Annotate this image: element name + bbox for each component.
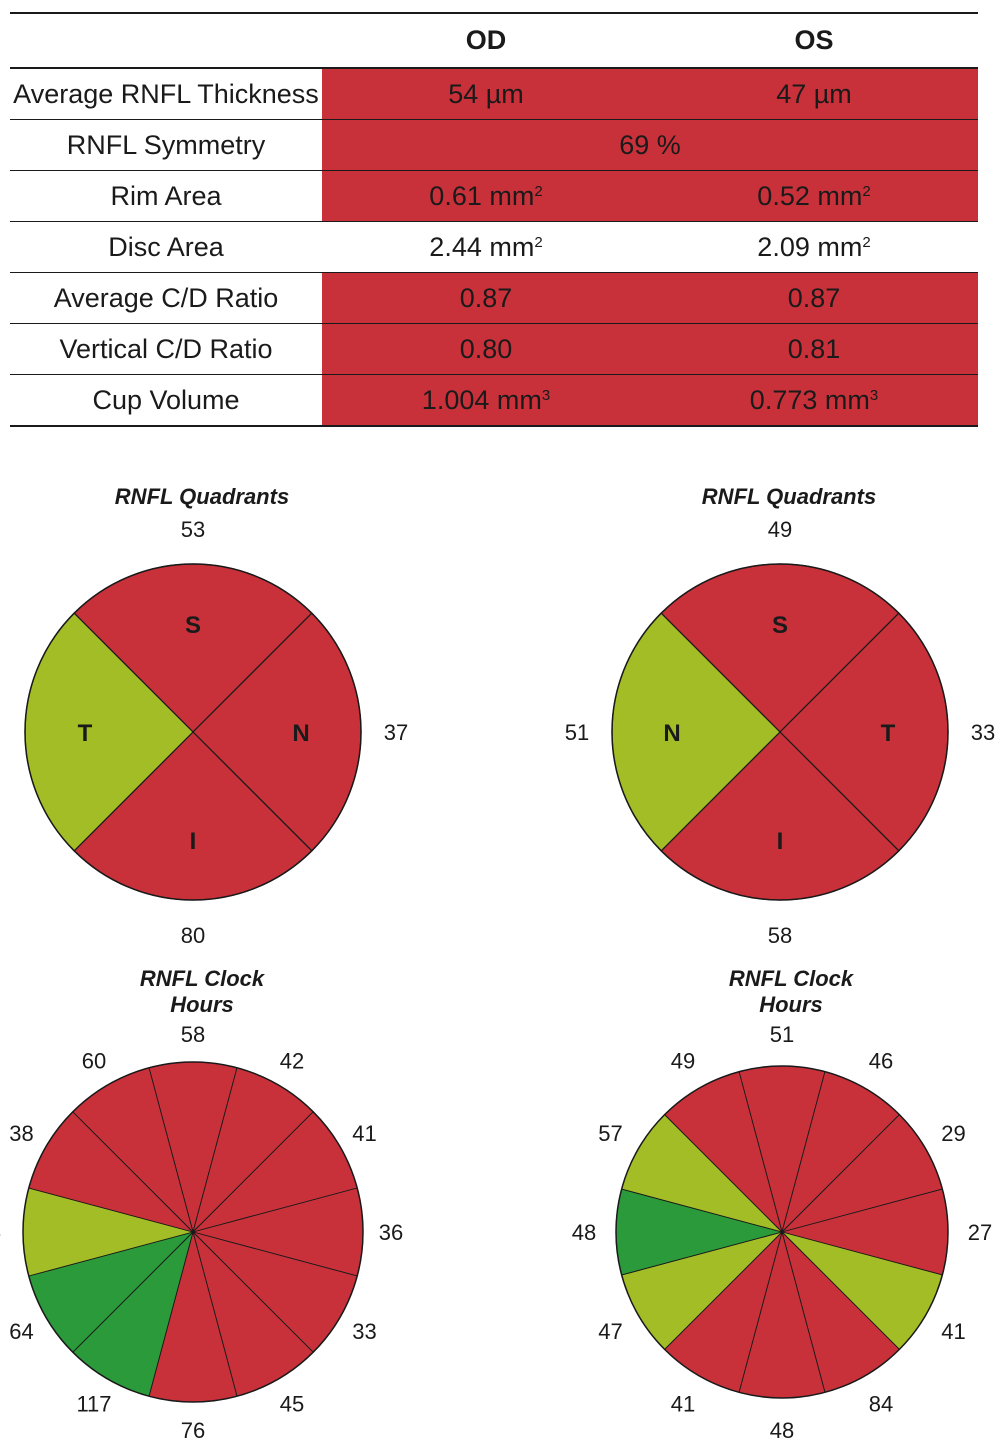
value-label-i: 80: [181, 923, 205, 948]
row-label: Cup Volume: [10, 374, 322, 427]
os-value-text: 2.09 mm: [757, 231, 863, 262]
os-value-text: 0.773 mm: [749, 384, 870, 415]
value-label-s: 53: [181, 517, 205, 542]
row-label: Disc Area: [10, 221, 322, 273]
quadrant-letter-t: T: [78, 720, 93, 747]
od-value: 1.004 mm3: [322, 374, 650, 427]
os-value: 47 µm: [650, 68, 978, 120]
value-label-6: 76: [181, 1418, 205, 1443]
os-value: 0.87: [650, 272, 978, 324]
value-label-1: 46: [869, 1049, 893, 1074]
od-value: 0.87: [322, 272, 650, 324]
value-label-n: 37: [384, 720, 408, 745]
chart-od-rnfl-quadrants: RNFL Quadrants53S37N80I6T: [24, 484, 408, 948]
chart-outline: [22, 1061, 364, 1403]
value-label-7: 117: [76, 1392, 111, 1417]
value-label-5: 84: [869, 1392, 893, 1417]
value-label-11: 49: [671, 1049, 695, 1074]
quadrant-letter-t: T: [881, 720, 896, 747]
value-label-12: 58: [181, 1022, 205, 1047]
od-value-text: 1.004 mm: [421, 384, 542, 415]
row-label: Rim Area: [10, 170, 322, 222]
row-label: Average C/D Ratio: [10, 272, 322, 324]
value-label-5: 45: [280, 1392, 304, 1417]
chart-title: RNFL Clock: [729, 966, 855, 991]
table-row: RNFL Symmetry 69 %: [10, 119, 978, 171]
od-value: 54 µm: [322, 68, 650, 120]
value-label-8: 47: [598, 1319, 622, 1344]
value-label-3: 27: [968, 1220, 992, 1245]
quadrant-letter-s: S: [185, 612, 201, 639]
unit-exponent: 2: [862, 182, 871, 200]
value-label-t: 33: [971, 720, 995, 745]
od-value-text: 0.61 mm: [429, 180, 535, 211]
od-value: 2.44 mm2: [322, 221, 650, 273]
chart-title: Hours: [759, 992, 823, 1017]
os-value: 0.773 mm3: [650, 374, 978, 427]
value-label-12: 51: [770, 1022, 794, 1047]
od-value: 0.61 mm2: [322, 170, 650, 222]
chart-outline: [615, 1065, 949, 1399]
row-label: Vertical C/D Ratio: [10, 323, 322, 375]
header-od: OD: [322, 12, 650, 69]
quadrant-letter-s: S: [772, 612, 788, 639]
quadrant-letter-n: N: [663, 720, 680, 747]
os-value-text: 0.52 mm: [757, 180, 863, 211]
quadrant-letter-n: N: [292, 720, 309, 747]
value-label-s: 49: [768, 517, 792, 542]
table-row: Average C/D Ratio 0.87 0.87: [10, 272, 978, 324]
value-label-9: 48: [572, 1220, 596, 1245]
table-row: Rim Area 0.61 mm2 0.52 mm2: [10, 170, 978, 222]
value-label-8: 64: [9, 1319, 33, 1344]
unit-exponent: 2: [534, 233, 543, 251]
unit-exponent: 2: [862, 233, 871, 251]
value-label-1: 42: [280, 1049, 304, 1074]
value-label-i: 58: [768, 923, 792, 948]
unit-exponent: 3: [541, 386, 551, 404]
value-label-4: 41: [941, 1319, 965, 1344]
value-label-7: 41: [671, 1392, 695, 1417]
os-value: 2.09 mm2: [650, 221, 978, 273]
header-blank: [10, 12, 322, 69]
quadrant-letter-i: I: [777, 828, 784, 855]
chart-os-rnfl-quadrants: RNFL Quadrants 49 S 33 T 58 I 51 N: [565, 484, 995, 948]
value-label-10: 57: [598, 1121, 622, 1146]
table-header-row: OD OS: [10, 12, 978, 69]
quadrant-letter-i: I: [190, 828, 197, 855]
chart-title: RNFL Quadrants: [702, 484, 876, 509]
unit-exponent: 3: [869, 386, 879, 404]
os-value: 0.52 mm2: [650, 170, 978, 222]
unit-exponent: 2: [534, 182, 543, 200]
table-row: Cup Volume 1.004 mm3 0.773 mm3: [10, 374, 978, 427]
chart-title: RNFL Clock: [140, 966, 266, 991]
value-label-6: 48: [770, 1418, 794, 1443]
symmetry-value: 69 %: [322, 119, 978, 171]
chart-title: Hours: [170, 992, 234, 1017]
value-label-2: 41: [352, 1121, 376, 1146]
value-label-10: 38: [9, 1121, 33, 1146]
value-label-3: 36: [379, 1220, 403, 1245]
value-label-11: 60: [82, 1049, 106, 1074]
chart-outline: [24, 563, 362, 901]
value-label-4: 33: [352, 1319, 376, 1344]
os-value: 0.81: [650, 323, 978, 375]
table-row: Average RNFL Thickness 54 µm 47 µm: [10, 68, 978, 120]
row-label: RNFL Symmetry: [10, 119, 322, 171]
value-label-n: 51: [565, 720, 589, 745]
table-row: Vertical C/D Ratio 0.80 0.81: [10, 323, 978, 375]
header-os: OS: [650, 12, 978, 69]
value-label-2: 29: [941, 1121, 965, 1146]
value-label-9: 5: [0, 1220, 1, 1245]
chart-outline: [611, 563, 949, 901]
table-row: Disc Area 2.44 mm2 2.09 mm2: [10, 221, 978, 273]
od-value: 0.80: [322, 323, 650, 375]
rnfl-parameters-table: OD OS Average RNFL Thickness 54 µm 47 µm…: [10, 12, 978, 427]
row-label: Average RNFL Thickness: [10, 68, 322, 120]
chart-title: RNFL Quadrants: [115, 484, 289, 509]
od-value-text: 2.44 mm: [429, 231, 535, 262]
